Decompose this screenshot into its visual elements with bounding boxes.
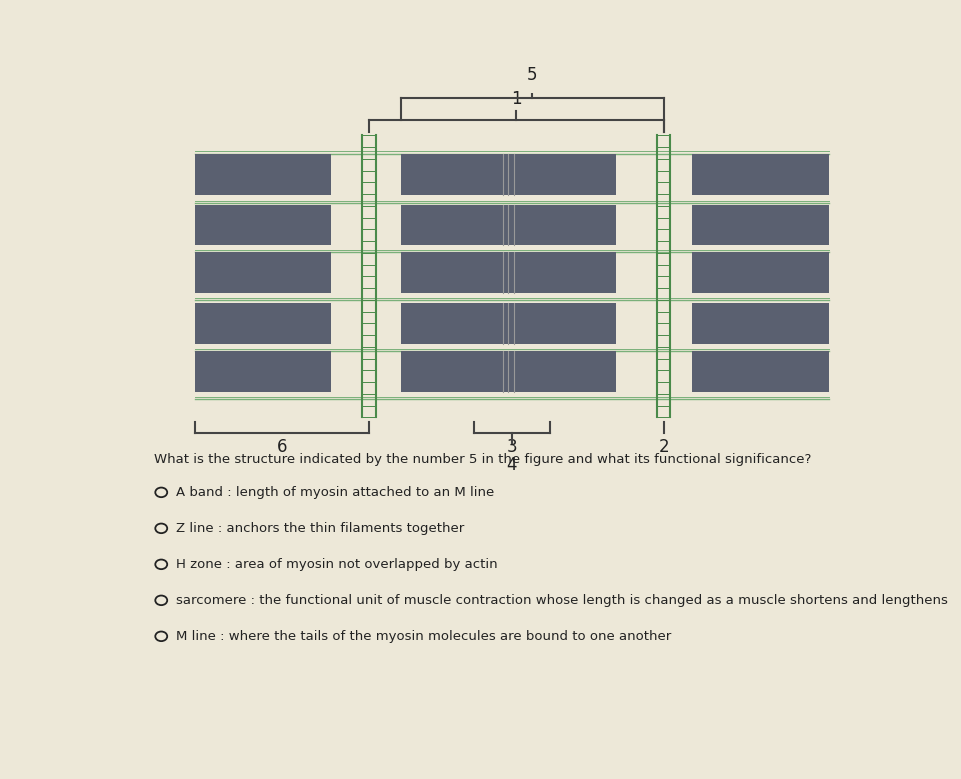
Text: 2: 2 bbox=[657, 438, 668, 456]
Bar bbox=[401, 252, 616, 294]
Text: 3: 3 bbox=[505, 438, 516, 456]
Text: A band : length of myosin attached to an M line: A band : length of myosin attached to an… bbox=[176, 486, 494, 499]
Bar bbox=[692, 303, 827, 344]
Text: What is the structure indicated by the number 5 in the figure and what its funct: What is the structure indicated by the n… bbox=[154, 453, 810, 467]
Bar bbox=[194, 303, 331, 344]
Text: 6: 6 bbox=[277, 438, 287, 456]
Bar bbox=[692, 351, 827, 392]
Bar bbox=[194, 351, 331, 392]
Text: Z line : anchors the thin filaments together: Z line : anchors the thin filaments toge… bbox=[176, 522, 464, 535]
Bar bbox=[692, 252, 827, 294]
Bar bbox=[401, 153, 616, 195]
Text: 5: 5 bbox=[527, 66, 537, 84]
Text: sarcomere : the functional unit of​ muscle contraction whose length is changed a: sarcomere : the functional unit of​ musc… bbox=[176, 594, 947, 607]
Text: 1: 1 bbox=[510, 90, 521, 108]
Text: M line : where the tails of the myosin molecules are bound to one another: M line : where the tails of the myosin m… bbox=[176, 630, 671, 643]
Bar bbox=[194, 205, 331, 245]
Text: 4: 4 bbox=[505, 456, 516, 474]
Text: H zone : area of myosin not overlapped by actin: H zone : area of myosin not overlapped b… bbox=[176, 558, 497, 571]
Bar bbox=[692, 153, 827, 195]
Bar bbox=[401, 351, 616, 392]
Bar bbox=[194, 252, 331, 294]
Bar bbox=[194, 153, 331, 195]
Bar bbox=[401, 205, 616, 245]
Bar bbox=[401, 303, 616, 344]
Bar bbox=[692, 205, 827, 245]
